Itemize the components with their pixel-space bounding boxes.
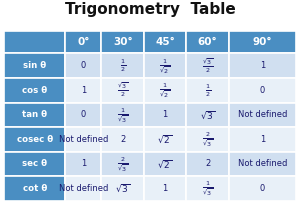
Bar [101,152,144,176]
Text: Not defined: Not defined [238,159,287,168]
Text: 1: 1 [260,61,265,70]
Bar [4,127,65,152]
Bar [144,127,186,152]
Bar [144,152,186,176]
Text: $\frac{1}{\sqrt{2}}$: $\frac{1}{\sqrt{2}}$ [159,57,171,75]
Text: 2: 2 [205,159,210,168]
Text: $\frac{2}{\sqrt{3}}$: $\frac{2}{\sqrt{3}}$ [117,155,128,173]
Text: $\frac{1}{\sqrt{3}}$: $\frac{1}{\sqrt{3}}$ [117,106,128,124]
Text: 60°: 60° [198,37,218,47]
Bar [65,78,101,103]
Bar [229,103,296,127]
Bar [229,31,296,53]
Bar [4,103,65,127]
Bar [101,78,144,103]
Text: $\frac{1}{2}$: $\frac{1}{2}$ [120,57,126,74]
Text: 1: 1 [81,86,86,95]
Bar [65,176,101,201]
Text: $\sqrt{2}$: $\sqrt{2}$ [157,158,173,170]
Bar [101,103,144,127]
Text: 1: 1 [81,159,86,168]
Bar [65,152,101,176]
Text: sec θ: sec θ [22,159,47,168]
Bar [4,31,65,53]
Bar [229,53,296,78]
Bar [186,31,229,53]
Text: Not defined: Not defined [58,135,108,144]
Bar [65,53,101,78]
Bar [229,176,296,201]
Bar [4,53,65,78]
Text: 1: 1 [260,135,265,144]
Text: 45°: 45° [155,37,175,47]
Text: cos θ: cos θ [22,86,47,95]
Text: $\sqrt{3}$: $\sqrt{3}$ [115,183,130,194]
Text: cosec θ: cosec θ [16,135,53,144]
Text: 30°: 30° [113,37,133,47]
Bar [101,127,144,152]
Text: sin θ: sin θ [23,61,46,70]
Bar [144,31,186,53]
Text: 1: 1 [163,110,168,119]
Text: $\sqrt{2}$: $\sqrt{2}$ [157,134,173,145]
Text: 1: 1 [163,184,168,193]
Bar [144,53,186,78]
Text: 0: 0 [81,110,86,119]
Bar [186,127,229,152]
Text: $\frac{1}{\sqrt{2}}$: $\frac{1}{\sqrt{2}}$ [159,81,171,99]
Bar [65,127,101,152]
Text: $\sqrt{3}$: $\sqrt{3}$ [200,109,215,121]
Text: Trigonometry  Table: Trigonometry Table [64,2,236,17]
Bar [101,176,144,201]
Text: 0: 0 [260,184,265,193]
Text: 0: 0 [81,61,86,70]
Bar [186,152,229,176]
Bar [229,152,296,176]
Bar [144,78,186,103]
Bar [229,127,296,152]
Bar [65,31,101,53]
Bar [65,103,101,127]
Bar [4,176,65,201]
Bar [4,152,65,176]
Bar [144,176,186,201]
Text: tan θ: tan θ [22,110,47,119]
Text: $\frac{\sqrt{3}}{2}$: $\frac{\sqrt{3}}{2}$ [117,81,128,100]
Bar [186,103,229,127]
Bar [186,53,229,78]
Bar [229,78,296,103]
Text: $\frac{1}{2}$: $\frac{1}{2}$ [205,82,211,98]
Text: 0: 0 [260,86,265,95]
Text: Not defined: Not defined [238,110,287,119]
Bar [101,53,144,78]
Text: 90°: 90° [253,37,272,47]
Text: cot θ: cot θ [22,184,47,193]
Text: Not defined: Not defined [58,184,108,193]
Bar [144,103,186,127]
Text: 2: 2 [120,135,125,144]
Text: 0°: 0° [77,37,89,47]
Bar [186,176,229,201]
Bar [4,78,65,103]
Text: $\frac{2}{\sqrt{3}}$: $\frac{2}{\sqrt{3}}$ [202,131,213,148]
Bar [101,31,144,53]
Text: $\frac{\sqrt{3}}{2}$: $\frac{\sqrt{3}}{2}$ [202,57,213,75]
Text: $\frac{1}{\sqrt{3}}$: $\frac{1}{\sqrt{3}}$ [202,180,213,197]
Bar [186,78,229,103]
